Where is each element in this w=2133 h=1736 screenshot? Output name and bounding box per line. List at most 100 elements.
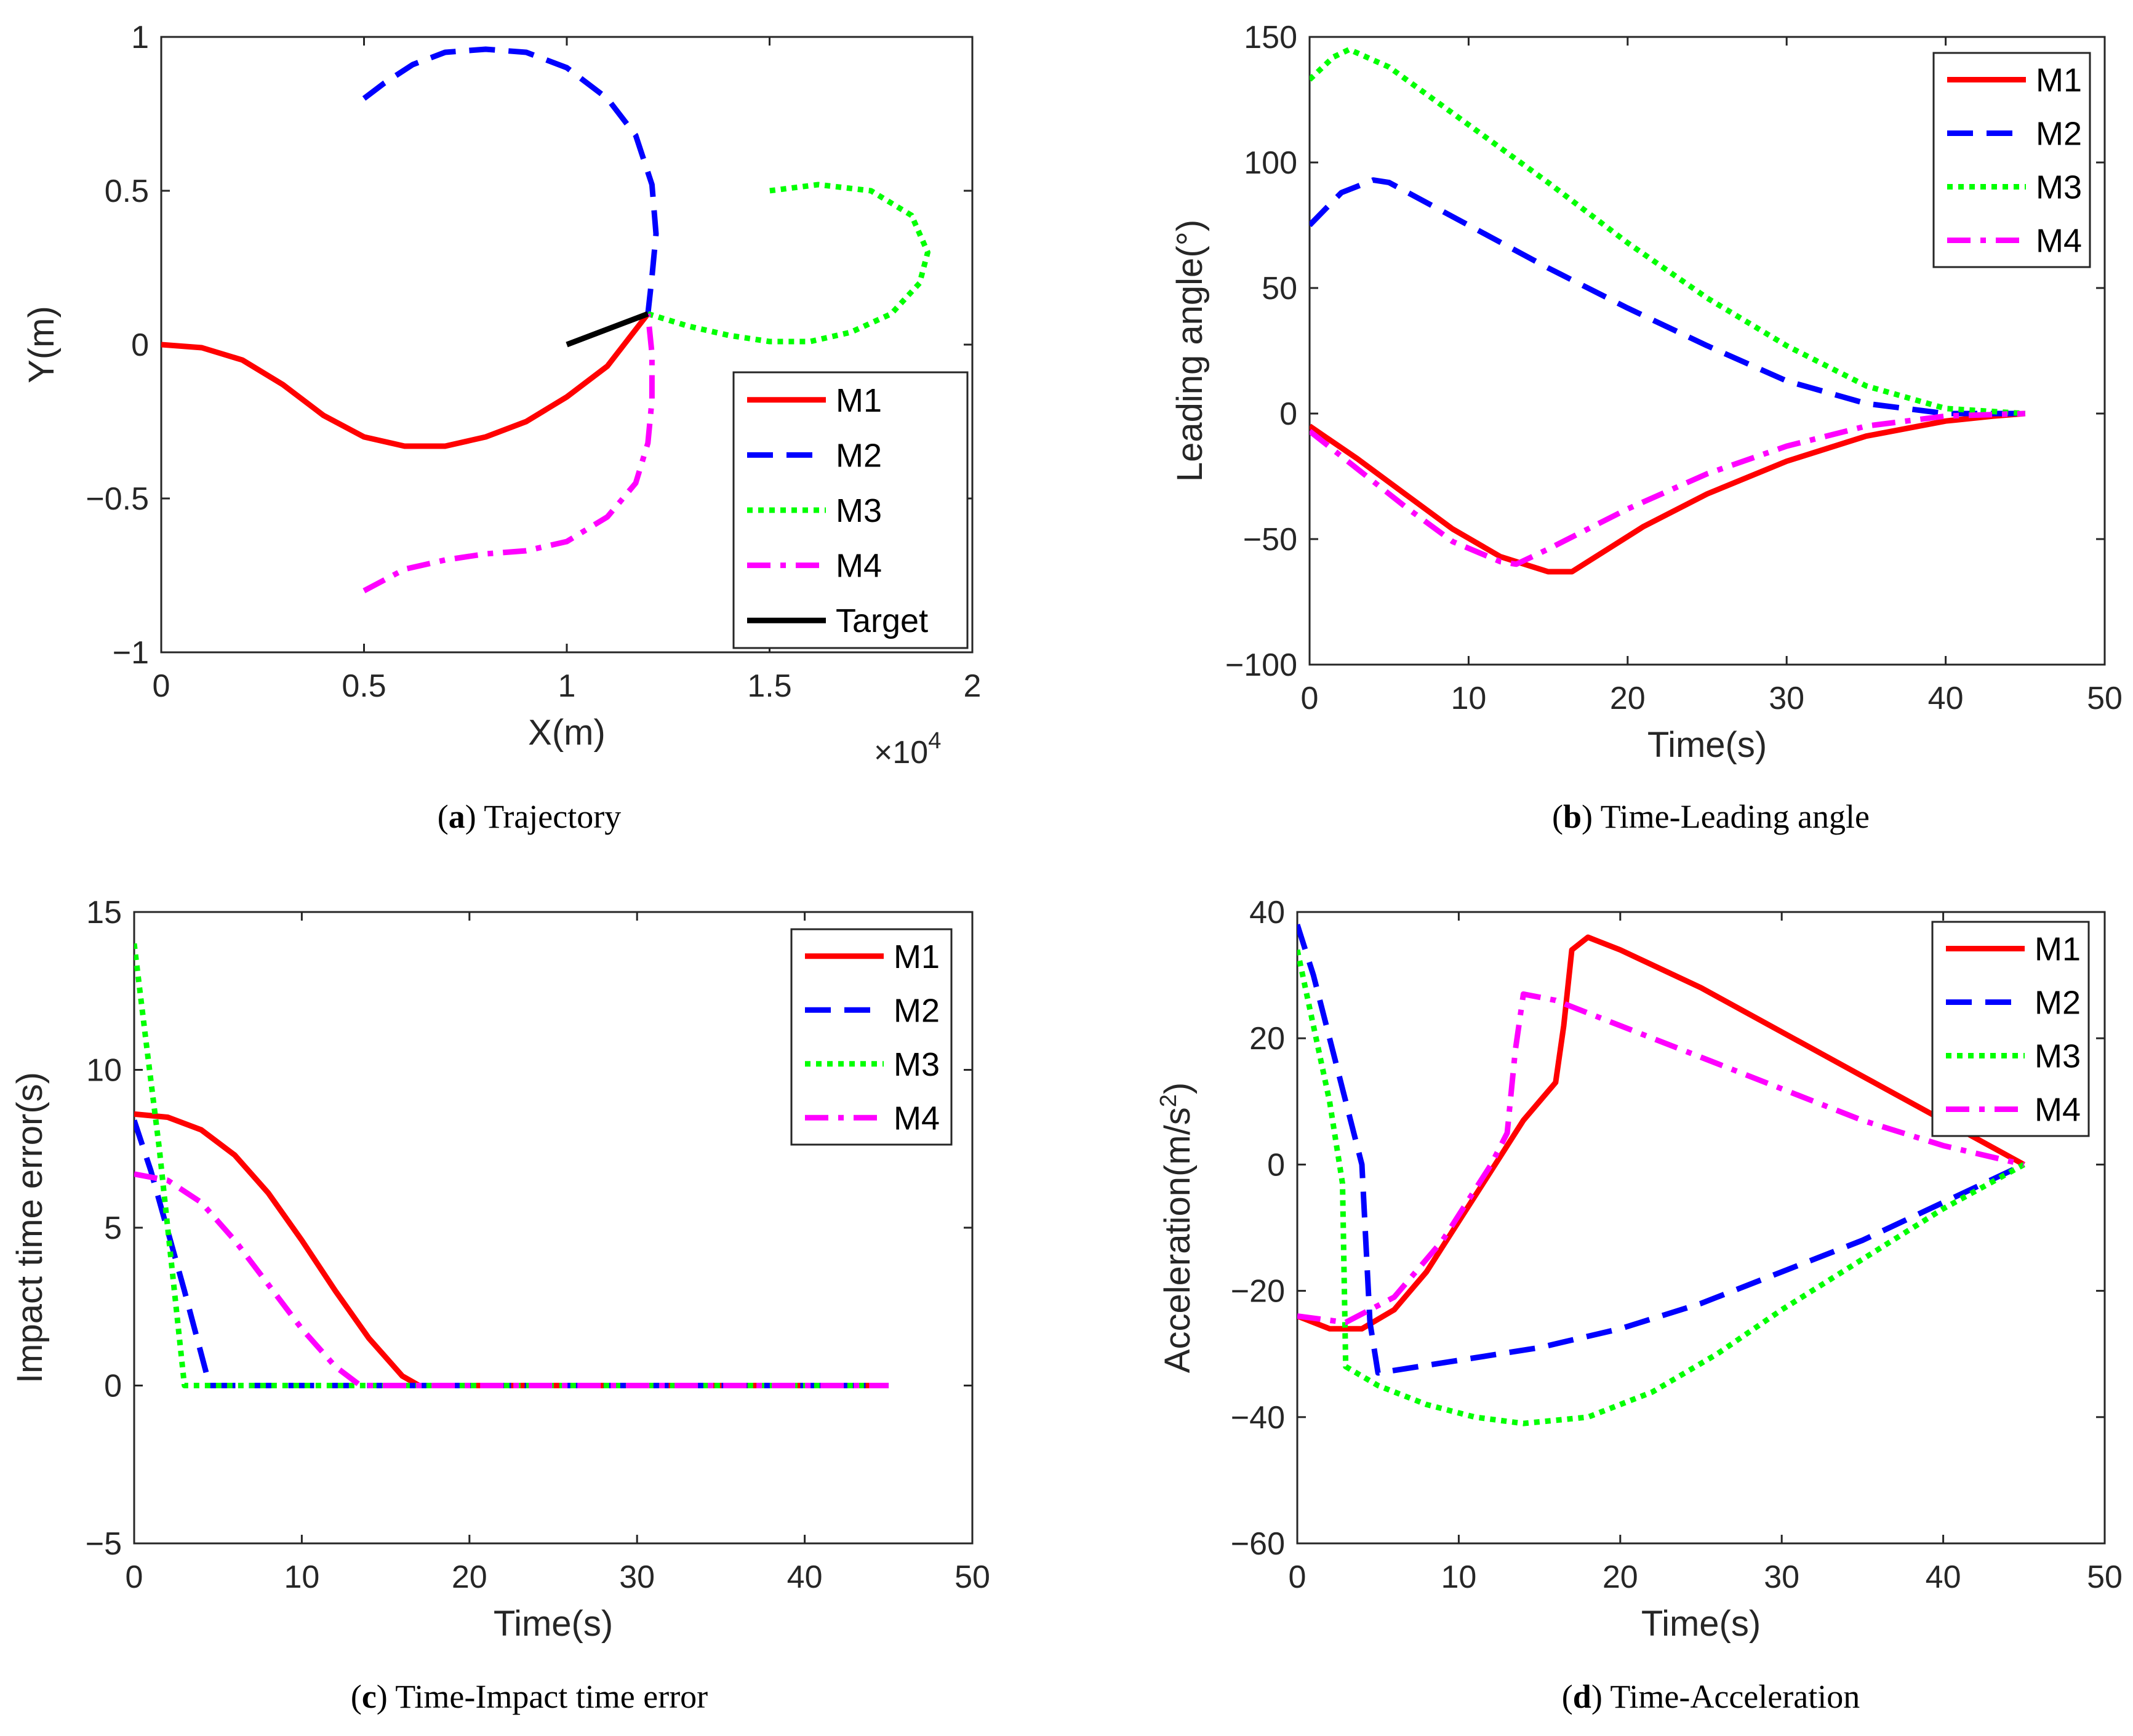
x-tick-label: 1.5 xyxy=(747,668,791,704)
series-line-m2 xyxy=(1310,177,2025,417)
y-tick-label: 0 xyxy=(104,1369,122,1404)
series-line-m2 xyxy=(362,46,659,314)
caption-open: ( xyxy=(438,798,449,835)
plot-area xyxy=(1296,911,2106,1545)
y-tick-label: −40 xyxy=(1231,1400,1285,1436)
legend-label-m3: M3 xyxy=(2036,169,2082,206)
y-axis-label: Impact time error(s) xyxy=(10,1072,50,1383)
caption-a: (a) Trajectory xyxy=(438,798,621,835)
caption-letter: b xyxy=(1563,798,1582,835)
legend-label-m2: M2 xyxy=(836,437,882,474)
y-tick-label: 0 xyxy=(1279,396,1297,432)
x-axis-label: X(m) xyxy=(528,713,606,753)
legend-label-m2: M2 xyxy=(2035,985,2081,1022)
x-tick-label: 40 xyxy=(787,1559,823,1595)
x-tick-label: 20 xyxy=(1610,681,1646,716)
x-axis-label: Time(s) xyxy=(1641,1604,1761,1644)
x-tick-label: 2 xyxy=(964,668,982,704)
x-exponent-power: 4 xyxy=(928,728,941,754)
y-tick-label: 0.5 xyxy=(105,174,149,209)
caption-open: ( xyxy=(351,1678,362,1715)
caption-close: ) xyxy=(377,1678,396,1715)
y-tick-label: −50 xyxy=(1243,522,1297,558)
legend-label-target: Target xyxy=(836,602,928,639)
chart-d: 0 10 20 30 40 50 −60 −40 −20 0 20 40 Time(s) Accelera… xyxy=(1156,895,2123,1715)
y-tick-label: 20 xyxy=(1249,1021,1285,1057)
x-exponent: ×104 xyxy=(874,728,941,770)
series-line-m1 xyxy=(134,1111,889,1388)
plot-area xyxy=(1308,36,2106,666)
legend-label-m1: M1 xyxy=(836,382,882,419)
x-exponent-base: ×10 xyxy=(874,735,928,770)
y-axis-label-sup: 2 xyxy=(1156,1094,1182,1107)
y-axis-label-end: ) xyxy=(1158,1082,1198,1094)
x-tick-label: 30 xyxy=(1764,1559,1799,1595)
legend-label-m2: M2 xyxy=(2036,116,2082,153)
y-axis-label-text: Acceleration(m/s xyxy=(1158,1107,1198,1373)
y-tick-label: 0 xyxy=(1267,1147,1285,1183)
legend-label-m1: M1 xyxy=(2036,62,2082,99)
legend-box xyxy=(1931,921,2090,1137)
legend: M1 M2 M3 M4 xyxy=(1931,921,2090,1137)
y-tick-label: 15 xyxy=(86,895,122,930)
legend-label-m2: M2 xyxy=(894,992,940,1029)
legend-box xyxy=(1932,52,2091,268)
series-line-m4 xyxy=(1297,991,2025,1326)
series-group xyxy=(161,46,930,593)
series-group xyxy=(1310,46,2026,575)
caption-c: (c) Time-Impact time error xyxy=(351,1678,708,1715)
legend-box xyxy=(790,928,953,1146)
caption-letter: d xyxy=(1573,1678,1591,1715)
caption-letter: a xyxy=(449,798,465,835)
caption-close: ) xyxy=(1591,1678,1611,1715)
y-axis-label: Y(m) xyxy=(22,306,62,383)
legend: M1 M2 M3 M4 Target xyxy=(732,371,969,649)
series-line-m1 xyxy=(1297,934,2025,1332)
x-tick-label: 40 xyxy=(1926,1559,1961,1595)
series-group xyxy=(1297,924,2025,1426)
legend: M1 M2 M3 M4 xyxy=(1932,52,2091,268)
series-line-m2 xyxy=(1297,924,2025,1376)
legend-label-m3: M3 xyxy=(836,492,882,529)
x-tick-label: 40 xyxy=(1928,681,1964,716)
y-axis-label-text: Y(m) xyxy=(22,306,62,383)
caption-text: Time-Leading angle xyxy=(1601,798,1870,835)
legend: M1 M2 M3 M4 xyxy=(790,928,953,1146)
series-line-m4 xyxy=(362,313,655,593)
series-line-target xyxy=(566,311,649,348)
x-tick-label: 30 xyxy=(619,1559,655,1595)
legend-label-m3: M3 xyxy=(894,1046,940,1083)
y-axis-label-text: Leading angle(°) xyxy=(1170,220,1210,482)
caption-d: (d) Time-Acceleration xyxy=(1562,1678,1860,1715)
series-line-m1 xyxy=(161,312,650,449)
x-tick-label: 20 xyxy=(1603,1559,1638,1595)
x-tick-label: 30 xyxy=(1769,681,1804,716)
caption-text: Trajectory xyxy=(484,798,621,835)
y-tick-label: 5 xyxy=(104,1210,122,1246)
series-line-m3 xyxy=(1310,46,2026,417)
legend-label-m4: M4 xyxy=(2035,1092,2081,1129)
caption-open: ( xyxy=(1552,798,1563,835)
legend-label-m4: M4 xyxy=(894,1100,940,1137)
caption-close: ) xyxy=(465,798,484,835)
legend-label-m4: M4 xyxy=(836,548,882,585)
y-tick-label: −60 xyxy=(1231,1526,1285,1562)
series-line-m1 xyxy=(1310,410,2026,575)
x-tick-label: 1 xyxy=(558,668,576,704)
x-tick-label: 10 xyxy=(1451,681,1486,716)
series-group xyxy=(134,943,889,1388)
chart-a: 0 0.5 1 1.5 2 −1 −0.5 0 0.5 1 X(m) Y(m) ×104 M1 M2 M3 M4… xyxy=(22,20,981,835)
x-tick-label: 0 xyxy=(1301,681,1319,716)
legend-label-m1: M1 xyxy=(894,938,940,975)
y-axis-label: Leading angle(°) xyxy=(1170,220,1210,482)
caption-text: Time-Impact time error xyxy=(395,1678,708,1715)
y-tick-label: 0 xyxy=(131,327,149,363)
x-tick-label: 50 xyxy=(2087,1559,2123,1595)
caption-open: ( xyxy=(1562,1678,1573,1715)
x-tick-label: 0 xyxy=(1289,1559,1307,1595)
series-line-m3 xyxy=(1297,949,2025,1426)
y-axis-label-text: Impact time error(s) xyxy=(10,1072,50,1383)
